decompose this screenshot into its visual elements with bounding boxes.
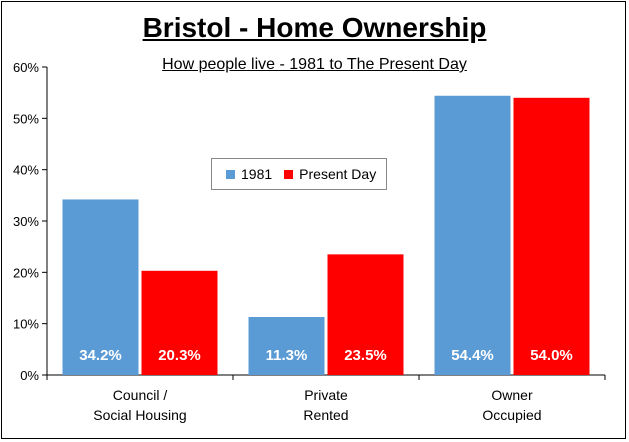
legend-swatch-present-day bbox=[284, 169, 294, 179]
x-category-label: Owner bbox=[491, 387, 533, 403]
y-tick-label: 40% bbox=[13, 163, 39, 178]
data-label: 54.4% bbox=[451, 347, 494, 364]
legend: 1981 Present Day bbox=[211, 158, 387, 190]
legend-swatch-1981 bbox=[226, 169, 235, 179]
y-tick-label: 60% bbox=[13, 60, 39, 75]
y-tick-label: 20% bbox=[13, 265, 39, 280]
x-category-label: Council / bbox=[113, 387, 168, 403]
chart-title: Bristol - Home Ownership bbox=[142, 12, 487, 43]
bar-1981 bbox=[434, 95, 511, 375]
data-label: 34.2% bbox=[79, 347, 122, 364]
data-label: 23.5% bbox=[344, 347, 387, 364]
y-tick-label: 30% bbox=[13, 214, 39, 229]
legend-item-1981: 1981 bbox=[226, 166, 272, 182]
x-category-label: Social Housing bbox=[93, 407, 186, 423]
legend-label-present-day: Present Day bbox=[299, 166, 377, 182]
x-category-label: Private bbox=[304, 387, 348, 403]
legend-label-1981: 1981 bbox=[241, 166, 273, 182]
bar-1981 bbox=[248, 316, 325, 375]
data-label: 20.3% bbox=[158, 347, 201, 364]
bar-present-day bbox=[513, 97, 590, 376]
chart-subtitle: How people live - 1981 to The Present Da… bbox=[162, 56, 467, 73]
data-label: 54.0% bbox=[530, 347, 573, 364]
y-tick-label: 0% bbox=[20, 368, 39, 383]
bar-present-day bbox=[141, 270, 218, 375]
y-tick-label: 10% bbox=[13, 317, 39, 332]
x-category-label: Rented bbox=[303, 407, 348, 423]
y-tick-label: 50% bbox=[13, 111, 39, 126]
bar-1981 bbox=[62, 199, 139, 375]
legend-item-present-day: Present Day bbox=[284, 166, 376, 182]
data-label: 11.3% bbox=[266, 347, 308, 364]
bar-present-day bbox=[327, 254, 404, 375]
x-category-label: Occupied bbox=[482, 407, 541, 423]
